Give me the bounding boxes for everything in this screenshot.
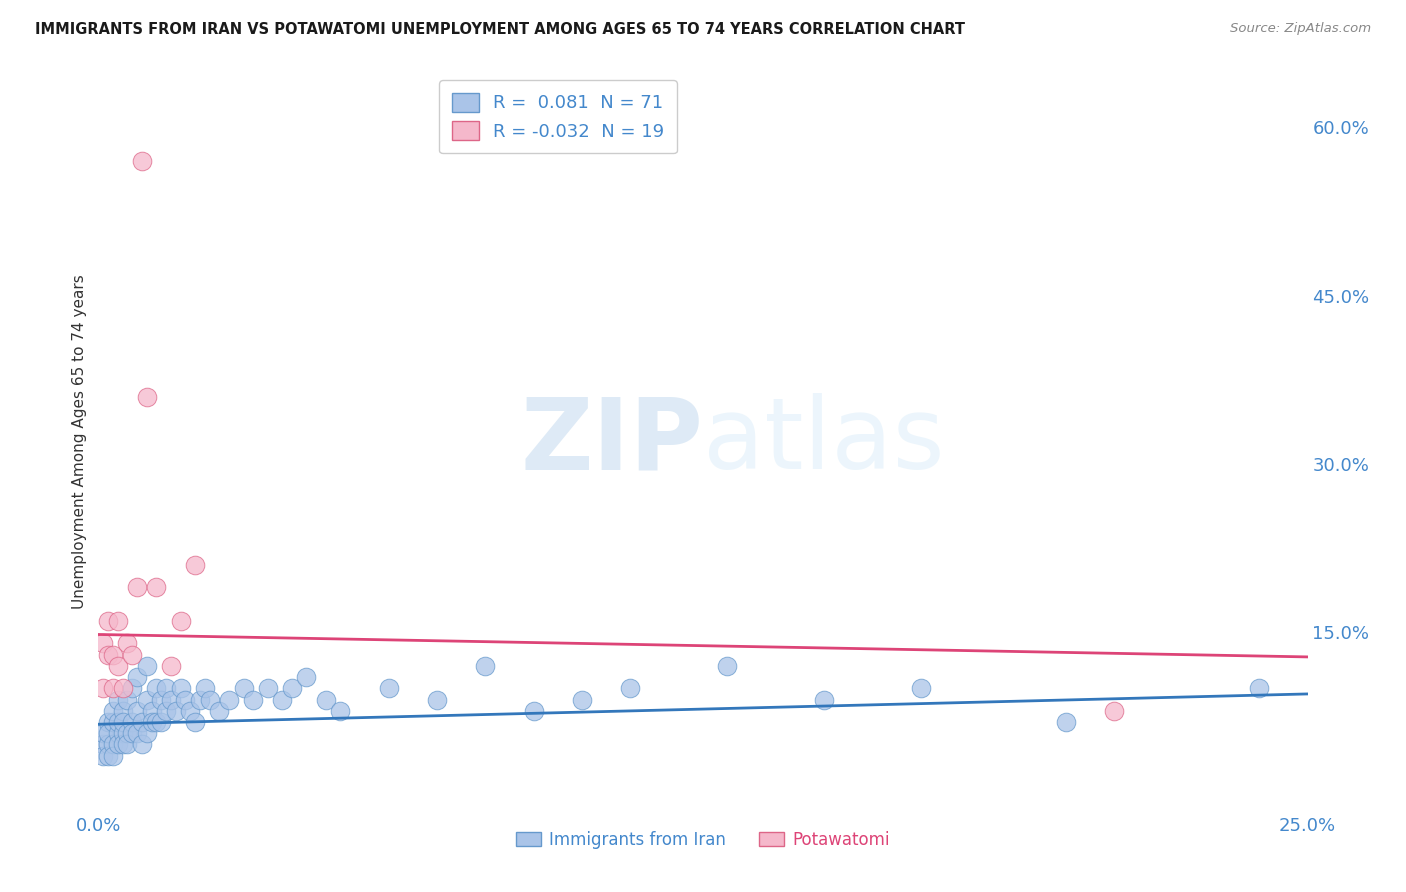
Point — [141, 704, 163, 718]
Point — [813, 692, 835, 706]
Point — [111, 738, 134, 752]
Text: atlas: atlas — [703, 393, 945, 490]
Point — [107, 614, 129, 628]
Point — [474, 659, 496, 673]
Point — [145, 681, 167, 696]
Point — [117, 738, 139, 752]
Point — [91, 636, 114, 650]
Point — [127, 670, 149, 684]
Point — [111, 714, 134, 729]
Point — [107, 659, 129, 673]
Text: Source: ZipAtlas.com: Source: ZipAtlas.com — [1230, 22, 1371, 36]
Point — [127, 726, 149, 740]
Point — [91, 748, 114, 763]
Point — [160, 692, 183, 706]
Point — [121, 726, 143, 740]
Point — [188, 692, 211, 706]
Point — [281, 681, 304, 696]
Point — [145, 580, 167, 594]
Point — [1102, 704, 1125, 718]
Point — [135, 390, 157, 404]
Point — [107, 714, 129, 729]
Point — [184, 558, 207, 572]
Point — [295, 670, 318, 684]
Point — [91, 681, 114, 696]
Point — [101, 738, 124, 752]
Point — [169, 681, 191, 696]
Point — [97, 714, 120, 729]
Text: ZIP: ZIP — [520, 393, 703, 490]
Point — [910, 681, 932, 696]
Point — [198, 692, 221, 706]
Point — [523, 704, 546, 718]
Point — [107, 692, 129, 706]
Point — [1249, 681, 1271, 696]
Point — [117, 636, 139, 650]
Point — [160, 659, 183, 673]
Point — [127, 580, 149, 594]
Point — [135, 692, 157, 706]
Point — [107, 738, 129, 752]
Point — [1054, 714, 1077, 729]
Point — [208, 704, 231, 718]
Point — [121, 648, 143, 662]
Point — [127, 704, 149, 718]
Point — [131, 714, 153, 729]
Point — [179, 704, 201, 718]
Point — [117, 692, 139, 706]
Text: IMMIGRANTS FROM IRAN VS POTAWATOMI UNEMPLOYMENT AMONG AGES 65 TO 74 YEARS CORREL: IMMIGRANTS FROM IRAN VS POTAWATOMI UNEMP… — [35, 22, 965, 37]
Point — [155, 681, 177, 696]
Point — [184, 714, 207, 729]
Point — [97, 648, 120, 662]
Point — [101, 748, 124, 763]
Point — [169, 614, 191, 628]
Point — [111, 681, 134, 696]
Point — [150, 692, 173, 706]
Point — [111, 704, 134, 718]
Point — [97, 738, 120, 752]
Point — [91, 726, 114, 740]
Point — [619, 681, 641, 696]
Point — [571, 692, 593, 706]
Point — [117, 726, 139, 740]
Point — [101, 714, 124, 729]
Point — [329, 704, 352, 718]
Point — [97, 726, 120, 740]
Point — [135, 726, 157, 740]
Point — [101, 681, 124, 696]
Point — [174, 692, 197, 706]
Point — [131, 738, 153, 752]
Point — [135, 659, 157, 673]
Point — [218, 692, 240, 706]
Point — [315, 692, 337, 706]
Point — [91, 738, 114, 752]
Point — [145, 714, 167, 729]
Point — [141, 714, 163, 729]
Point — [232, 681, 254, 696]
Point — [242, 692, 264, 706]
Point — [377, 681, 399, 696]
Point — [256, 681, 278, 696]
Point — [155, 704, 177, 718]
Point — [131, 154, 153, 169]
Point — [97, 748, 120, 763]
Point — [150, 714, 173, 729]
Point — [101, 704, 124, 718]
Legend: Immigrants from Iran, Potawatomi: Immigrants from Iran, Potawatomi — [509, 824, 897, 855]
Point — [194, 681, 217, 696]
Point — [101, 648, 124, 662]
Point — [716, 659, 738, 673]
Point — [165, 704, 187, 718]
Point — [426, 692, 449, 706]
Point — [271, 692, 294, 706]
Point — [121, 714, 143, 729]
Point — [97, 614, 120, 628]
Point — [121, 681, 143, 696]
Point — [107, 726, 129, 740]
Y-axis label: Unemployment Among Ages 65 to 74 years: Unemployment Among Ages 65 to 74 years — [72, 274, 87, 609]
Point — [111, 726, 134, 740]
